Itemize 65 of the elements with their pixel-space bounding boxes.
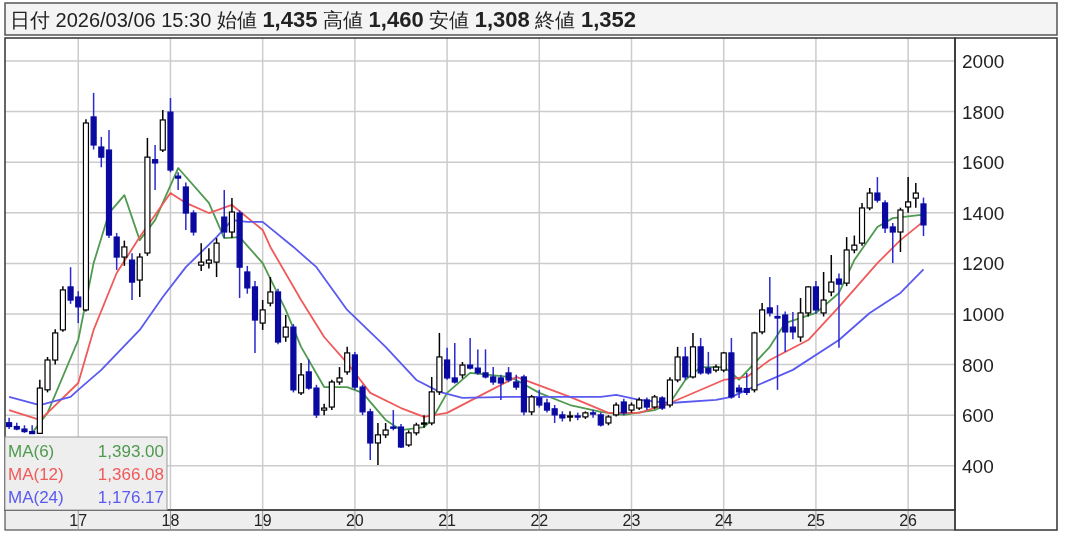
x-tick-label: 24 (714, 512, 733, 529)
x-tick-label: 18 (161, 512, 180, 529)
candlestick (443, 347, 451, 381)
annotation: 1,176.17 (97, 488, 164, 507)
series-label: MA(6) (8, 442, 55, 461)
x-tick-label: 23 (622, 512, 641, 529)
candlestick (390, 409, 397, 432)
text: MA(12) (8, 465, 64, 484)
candlestick (121, 239, 128, 267)
candlestick (828, 254, 835, 298)
candlestick (789, 311, 796, 341)
x-tick-label: 22 (530, 512, 549, 529)
candlestick (528, 394, 535, 416)
candlestick (897, 206, 904, 253)
y-tick-label: 1400 (962, 202, 1005, 224)
candlestick (451, 342, 458, 385)
candlestick (397, 423, 405, 449)
y-tick-label: 400 (962, 455, 994, 477)
y-tick-label: 600 (962, 405, 994, 427)
candlestick (98, 136, 105, 169)
candlestick (874, 176, 881, 204)
candlestick (244, 265, 251, 295)
y-tick-label: 800 (962, 354, 994, 376)
candlestick (282, 314, 289, 343)
candlestick (128, 252, 136, 301)
candlestick (920, 196, 927, 237)
candlestick (589, 409, 597, 419)
candlestick (820, 271, 827, 318)
candlestick (766, 276, 773, 318)
x-tick-label: 17 (69, 512, 88, 529)
candlestick (912, 182, 919, 209)
candlestick (221, 189, 228, 239)
candlestick (566, 410, 574, 423)
candlestick (467, 337, 474, 371)
x-tick-label: 25 (807, 512, 825, 529)
y-tick-label: 1200 (962, 253, 1005, 275)
candlestick (866, 187, 873, 212)
candlestick (267, 276, 274, 308)
x-tick-label: 20 (345, 512, 364, 529)
text: MA(24) (8, 488, 64, 507)
x-tick-label: 19 (253, 512, 272, 529)
candlestick (344, 346, 351, 376)
candlestick (682, 346, 689, 381)
y-tick-label: 1600 (962, 152, 1005, 174)
annotation: 1,366.08 (97, 465, 164, 484)
candlestick (198, 242, 205, 272)
candlestick (136, 252, 143, 298)
candlestick (835, 272, 843, 349)
candlestick (297, 362, 305, 396)
candlestick (889, 222, 896, 264)
candlestick (113, 232, 120, 271)
candlestick (228, 197, 236, 239)
candlestick (812, 280, 820, 315)
y-tick-label: 1800 (962, 101, 1005, 123)
annotation: 1,393.00 (97, 442, 164, 461)
candlestick (151, 144, 159, 191)
y-tick-label: 2000 (962, 51, 1005, 73)
title: 日付 2026/03/06 15:30 始値 1,435 高値 1,460 安値 1,308 終値 1,352 (10, 7, 636, 32)
y-tick-label: 1000 (962, 303, 1005, 325)
x-tick-label: 21 (438, 512, 457, 529)
candlestick (905, 176, 912, 214)
candlestick (743, 372, 750, 396)
x-tick-label: 26 (899, 512, 918, 529)
candlestick (175, 171, 182, 191)
candlestick (259, 299, 266, 331)
